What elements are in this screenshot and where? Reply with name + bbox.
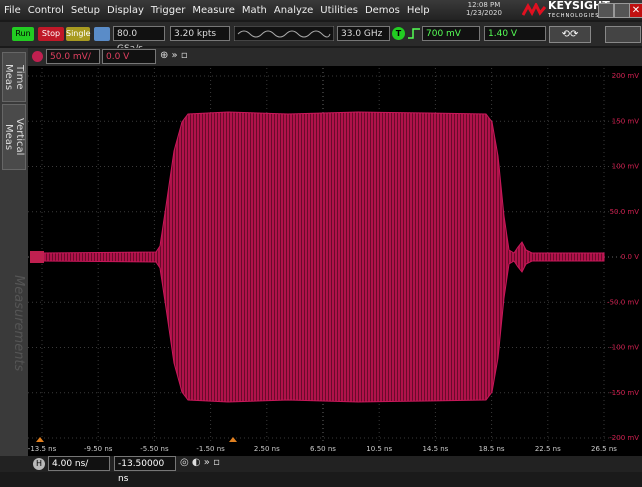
timebase-scale[interactable]: 4.00 ns/ — [48, 456, 110, 471]
x-axis-label: 22.5 ns — [535, 445, 561, 453]
single-button[interactable]: Single — [66, 27, 91, 41]
touch-button[interactable] — [605, 26, 641, 43]
close-button[interactable]: ✕ — [629, 3, 642, 18]
trigger-icon[interactable]: T — [392, 27, 405, 40]
channel-bar: 50.0 mV/ 0.0 V ⊕ » ▫ — [28, 48, 642, 66]
toolbar: Run Stop Single 80.0 GSa/s 3.20 kpts 33.… — [0, 22, 642, 54]
channel-scale[interactable]: 50.0 mV/ — [46, 49, 100, 64]
add-waveform-icons[interactable]: ⊕ » ▫ — [160, 50, 188, 61]
waveform-display: 200 mV 150 mV 100 mV 50.0 mV 0.0 V -50.0 mV -1… — [28, 66, 642, 456]
y-axis-label: -150 mV — [609, 389, 639, 397]
memory-depth[interactable]: 3.20 kpts — [170, 26, 230, 41]
brand-name: KEYSIGHT — [548, 0, 610, 12]
y-axis-label: 100 mV — [612, 163, 639, 171]
trigger-value[interactable]: 1.40 V — [484, 26, 546, 41]
x-axis-label: 6.50 ns — [310, 445, 336, 453]
stop-button[interactable]: Stop — [38, 27, 64, 41]
menu-item[interactable]: Utilities — [320, 4, 358, 16]
sample-rate[interactable]: 80.0 GSa/s — [113, 26, 165, 54]
y-axis-label: 0.0 V — [621, 253, 639, 261]
y-axis-label: 200 mV — [612, 72, 639, 80]
channel-offset[interactable]: 0.0 V — [102, 49, 156, 64]
logo-mark — [522, 3, 546, 17]
timebase-bar: H 4.00 ns/ -13.50000 ns ◎ ◐ » ▫ — [0, 456, 642, 484]
x-axis-label: -9.50 ns — [84, 445, 113, 453]
menu-item[interactable]: Control — [27, 4, 64, 16]
y-axis-label: 150 mV — [612, 117, 639, 125]
clock-date: 1/23/2020 — [466, 9, 502, 17]
waveform — [41, 111, 605, 403]
acquisition-preview[interactable] — [234, 26, 334, 41]
channel-marker[interactable] — [30, 251, 44, 263]
bandwidth[interactable]: 33.0 GHz — [337, 26, 390, 41]
menu-item[interactable]: Analyze — [273, 4, 314, 16]
menu-item[interactable]: Help — [406, 4, 430, 16]
y-axis-label: 50.0 mV — [610, 208, 640, 216]
side-tab[interactable]: Vertical Meas — [2, 104, 26, 170]
menu-item[interactable]: Setup — [70, 4, 100, 16]
menu-item[interactable]: Trigger — [150, 4, 186, 16]
menu-bar: File Control Setup Display Trigger Measure Mat… — [0, 0, 642, 20]
x-axis-label: 14.5 ns — [422, 445, 448, 453]
x-axis-label: 10.5 ns — [366, 445, 392, 453]
x-axis-label: 26.5 ns — [591, 445, 617, 453]
trigger-edge[interactable] — [407, 27, 421, 40]
side-tab[interactable]: Measurements — [11, 274, 26, 372]
timebase-icon[interactable]: H — [33, 458, 45, 470]
trigger-level[interactable]: 700 mV — [422, 26, 480, 41]
minimize-button[interactable] — [598, 3, 614, 18]
y-axis-label: -100 mV — [609, 344, 639, 352]
channel-icon[interactable] — [32, 51, 43, 62]
clock-time: 12:08 PM — [467, 1, 501, 9]
x-axis-label: 18.5 ns — [479, 445, 505, 453]
menu-item[interactable]: File — [4, 4, 21, 16]
timebase-position[interactable]: -13.50000 ns — [114, 456, 176, 484]
y-axis-label: -50.0 mV — [607, 298, 639, 306]
undo-redo[interactable]: ⟲⟳ — [549, 26, 591, 43]
x-axis-label: -5.50 ns — [140, 445, 169, 453]
side-tab[interactable]: Time Meas — [2, 52, 26, 102]
brand-sub: TECHNOLOGIES — [548, 13, 600, 19]
run-button[interactable]: Run — [12, 27, 34, 41]
x-axis-label: -1.50 ns — [196, 445, 225, 453]
menu-item[interactable]: Demos — [364, 4, 400, 16]
y-axis-label: -200 mV — [609, 434, 639, 442]
x-axis-label: -13.5 ns — [28, 445, 57, 453]
side-panel: Time Meas Vertical Meas Measurements — [0, 48, 28, 456]
menu-item[interactable]: Display — [107, 4, 144, 16]
brand: KEYSIGHT TECHNOLOGIES — [548, 0, 610, 21]
zoom-icons[interactable]: ◎ ◐ » ▫ — [180, 457, 220, 468]
autoscale-button[interactable] — [94, 27, 110, 41]
clock: 12:08 PM 1/23/2020 — [449, 1, 519, 17]
menu-item[interactable]: Math — [241, 4, 267, 16]
menu-item[interactable]: Measure — [192, 4, 235, 16]
maximize-button[interactable] — [614, 3, 630, 18]
x-axis-label: 2.50 ns — [254, 445, 280, 453]
